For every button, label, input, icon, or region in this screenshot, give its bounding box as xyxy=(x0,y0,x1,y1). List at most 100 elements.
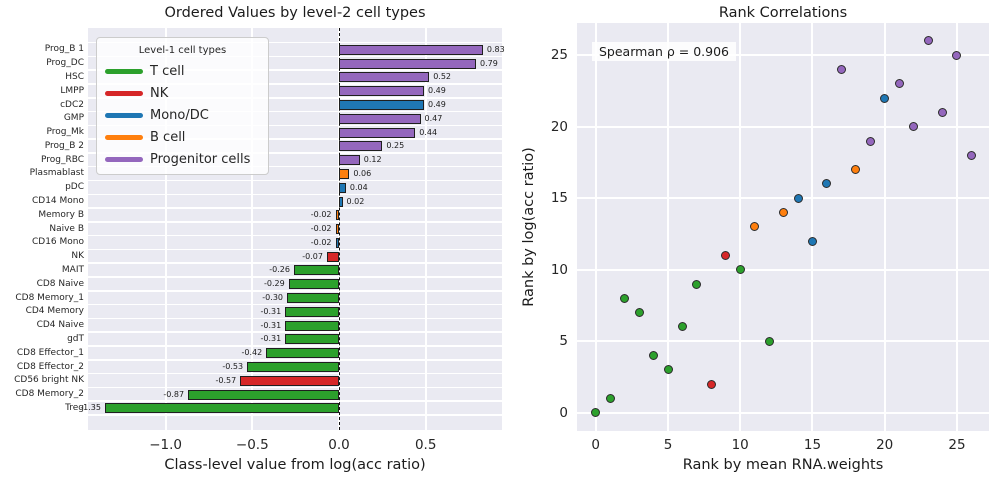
bar-category-label: CD4 Naive xyxy=(36,320,84,331)
gridline-horizontal xyxy=(88,110,502,113)
bar-value-label: -0.31 xyxy=(260,334,282,344)
bar xyxy=(285,306,339,317)
gridline-horizontal xyxy=(88,386,502,389)
gridline-horizontal xyxy=(88,193,502,195)
bar-category-label: CD8 Effector_2 xyxy=(16,361,84,372)
scatter-point xyxy=(880,93,890,103)
bar-value-label: -0.02 xyxy=(310,210,332,220)
bar-category-label: Naive B xyxy=(49,223,84,234)
bar-category-label: CD8 Memory_2 xyxy=(15,389,84,400)
bar-category-label: Prog_RBC xyxy=(40,154,84,165)
gridline-horizontal xyxy=(577,411,989,414)
gridline-horizontal xyxy=(88,331,502,333)
scatter-point xyxy=(692,279,702,289)
bar-category-label: Prog_B 1 xyxy=(44,44,84,55)
bar xyxy=(339,100,424,110)
scatter-y-tick: 25 xyxy=(550,47,568,64)
bar xyxy=(339,72,430,83)
bar xyxy=(240,375,339,386)
bar-category-label: CD56 bright NK xyxy=(14,375,84,386)
bar-category-label: cDC2 xyxy=(60,99,84,110)
scatter-point xyxy=(620,293,630,303)
scatter-point xyxy=(721,250,731,260)
bar xyxy=(339,155,360,166)
bar-value-label: 0.25 xyxy=(386,141,405,151)
gridline-horizontal xyxy=(577,340,989,343)
gridline-vertical xyxy=(424,28,427,430)
bar-category-label: CD8 Naive xyxy=(36,278,84,289)
gridline-horizontal xyxy=(88,317,502,320)
bar-chart-x-tick: 0.0 xyxy=(328,437,350,453)
gridline-horizontal xyxy=(88,359,502,361)
bar xyxy=(266,348,339,359)
scatter-y-tick: 20 xyxy=(550,118,568,135)
bar-category-label: Prog_Mk xyxy=(46,127,84,137)
scatter-point xyxy=(764,336,774,346)
scatter-y-tick: 10 xyxy=(550,261,568,278)
bar-category-label: gdT xyxy=(67,333,84,344)
scatter-point xyxy=(706,379,716,389)
scatter-x-tick: 0 xyxy=(591,437,600,453)
bar-value-label: 0.83 xyxy=(486,44,505,54)
bar xyxy=(339,86,424,97)
zero-dashed-line xyxy=(338,28,340,430)
bar-category-label: Plasmablast xyxy=(29,168,84,179)
bar-category-label: CD16 Mono xyxy=(31,237,84,248)
gridline-horizontal xyxy=(88,248,502,251)
bar-category-label: LMPP xyxy=(60,85,84,96)
scatter-point xyxy=(894,79,904,89)
scatter-point xyxy=(807,236,817,246)
scatter-point xyxy=(677,322,687,332)
progenitor-swatch-icon xyxy=(105,156,143,162)
gridline-vertical xyxy=(594,23,597,431)
bar-value-label: 0.49 xyxy=(428,86,446,96)
gridline-horizontal xyxy=(88,303,502,306)
gridline-horizontal xyxy=(88,207,502,209)
gridline-horizontal xyxy=(88,400,502,402)
bar-chart-title: Ordered Values by level-2 cell types xyxy=(164,5,426,21)
bar-category-label: MAIT xyxy=(61,264,84,275)
scatter-y-tick: 0 xyxy=(559,404,568,421)
scatter-xlabel: Rank by mean RNA.weights xyxy=(682,457,884,473)
scatter-plot-area xyxy=(577,23,989,431)
nk-swatch-icon xyxy=(105,90,143,96)
gridline-horizontal xyxy=(88,234,502,237)
scatter-point xyxy=(793,193,803,203)
bar-value-label: 0.12 xyxy=(363,155,382,165)
gridline-vertical xyxy=(739,23,742,431)
bar-value-label: -0.29 xyxy=(264,279,285,289)
gridline-horizontal xyxy=(577,54,989,57)
scatter-point xyxy=(966,150,976,160)
scatter-point xyxy=(909,122,919,132)
bar-value-label: -0.42 xyxy=(241,348,263,358)
scatter-chart-title: Rank Correlations xyxy=(718,5,848,21)
bar-value-label: 0.04 xyxy=(349,182,368,192)
bar xyxy=(288,279,339,290)
bar xyxy=(335,224,339,235)
bar-value-label: -0.30 xyxy=(262,293,283,302)
b-cell-swatch-icon xyxy=(105,134,143,140)
bar-category-label: pDC xyxy=(65,182,84,193)
gridline-horizontal xyxy=(577,197,989,200)
bar-category-label: Memory B xyxy=(38,209,84,220)
bar xyxy=(339,168,350,179)
gridline-horizontal xyxy=(88,165,502,168)
scatter-x-tick: 10 xyxy=(731,437,749,453)
bar xyxy=(285,334,339,345)
scatter-point xyxy=(649,351,658,360)
legend: Level-1 cell types T cell NK Mono/DC B cell… xyxy=(96,37,269,175)
bar xyxy=(285,320,339,331)
legend-item-label: Progenitor cells xyxy=(150,151,251,167)
bar-value-label: -0.31 xyxy=(260,320,282,330)
bar-value-label: 0.79 xyxy=(480,58,498,68)
bar xyxy=(335,237,339,248)
bar-value-label: 0.47 xyxy=(424,113,443,123)
bar xyxy=(293,265,339,276)
bar xyxy=(339,127,416,138)
bar-value-label: 0.52 xyxy=(433,72,451,82)
spearman-annotation: Spearman ρ = 0.906 xyxy=(592,42,737,61)
gridline-vertical xyxy=(883,23,886,431)
gridline-horizontal xyxy=(88,290,502,292)
gridline-horizontal xyxy=(88,69,502,71)
bar xyxy=(339,44,483,55)
